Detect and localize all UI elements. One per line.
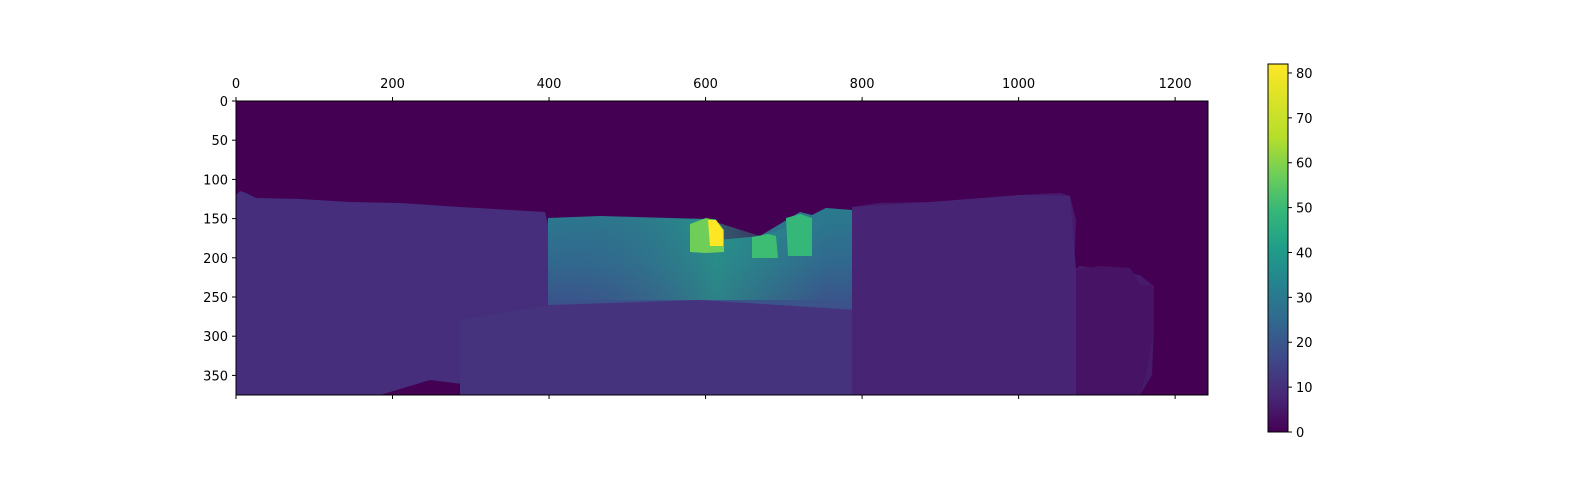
y-tick-label: 50 [211,134,228,149]
colorbar: 0 10 20 30 40 50 60 70 80 [1267,63,1313,441]
colorbar-tick-label: 40 [1296,246,1313,261]
y-tick-label: 100 [203,173,228,188]
y-tick-label: 250 [203,291,228,306]
mid-teal-object [786,214,812,256]
x-tick-label: 0 [232,77,240,92]
colorbar-tick-label: 70 [1296,112,1313,127]
y-tick-label: 350 [203,369,228,384]
x-tick-label: 1000 [1002,77,1035,92]
x-tick-label: 800 [850,77,875,92]
y-axis: 0 50 100 150 200 250 300 350 [203,95,236,384]
y-tick-label: 150 [203,213,228,228]
right-edge-objects-region [1076,266,1154,395]
near-road-region [460,300,856,395]
y-tick-label: 200 [203,252,228,267]
x-axis: 0 200 400 600 800 1000 1200 [232,77,1192,399]
plot-frame [235,100,1209,396]
colorbar-tick-label: 30 [1296,291,1313,306]
x-tick-label: 600 [693,77,718,92]
colorbar-tick-label: 20 [1296,336,1313,351]
x-tick-label: 400 [537,77,562,92]
x-tick-label: 200 [380,77,405,92]
right-buildings-shade [852,195,1076,395]
y-tick-label: 0 [220,95,228,110]
colorbar-frame [1267,63,1289,433]
colorbar-tick-label: 50 [1296,202,1313,217]
far-object-core [708,220,723,246]
colorbar-tick-label: 10 [1296,381,1313,396]
colorbar-gradient [1268,64,1288,432]
mid-green-object [752,234,778,258]
colorbar-tick-label: 60 [1296,157,1313,172]
x-tick-label: 1200 [1159,77,1192,92]
y-tick-label: 300 [203,330,228,345]
colorbar-tick-label: 80 [1296,67,1313,82]
plot-area [236,101,1208,395]
colorbar-tick-label: 0 [1296,426,1304,441]
colorbar-ticks: 0 10 20 30 40 50 60 70 80 [1288,67,1313,441]
